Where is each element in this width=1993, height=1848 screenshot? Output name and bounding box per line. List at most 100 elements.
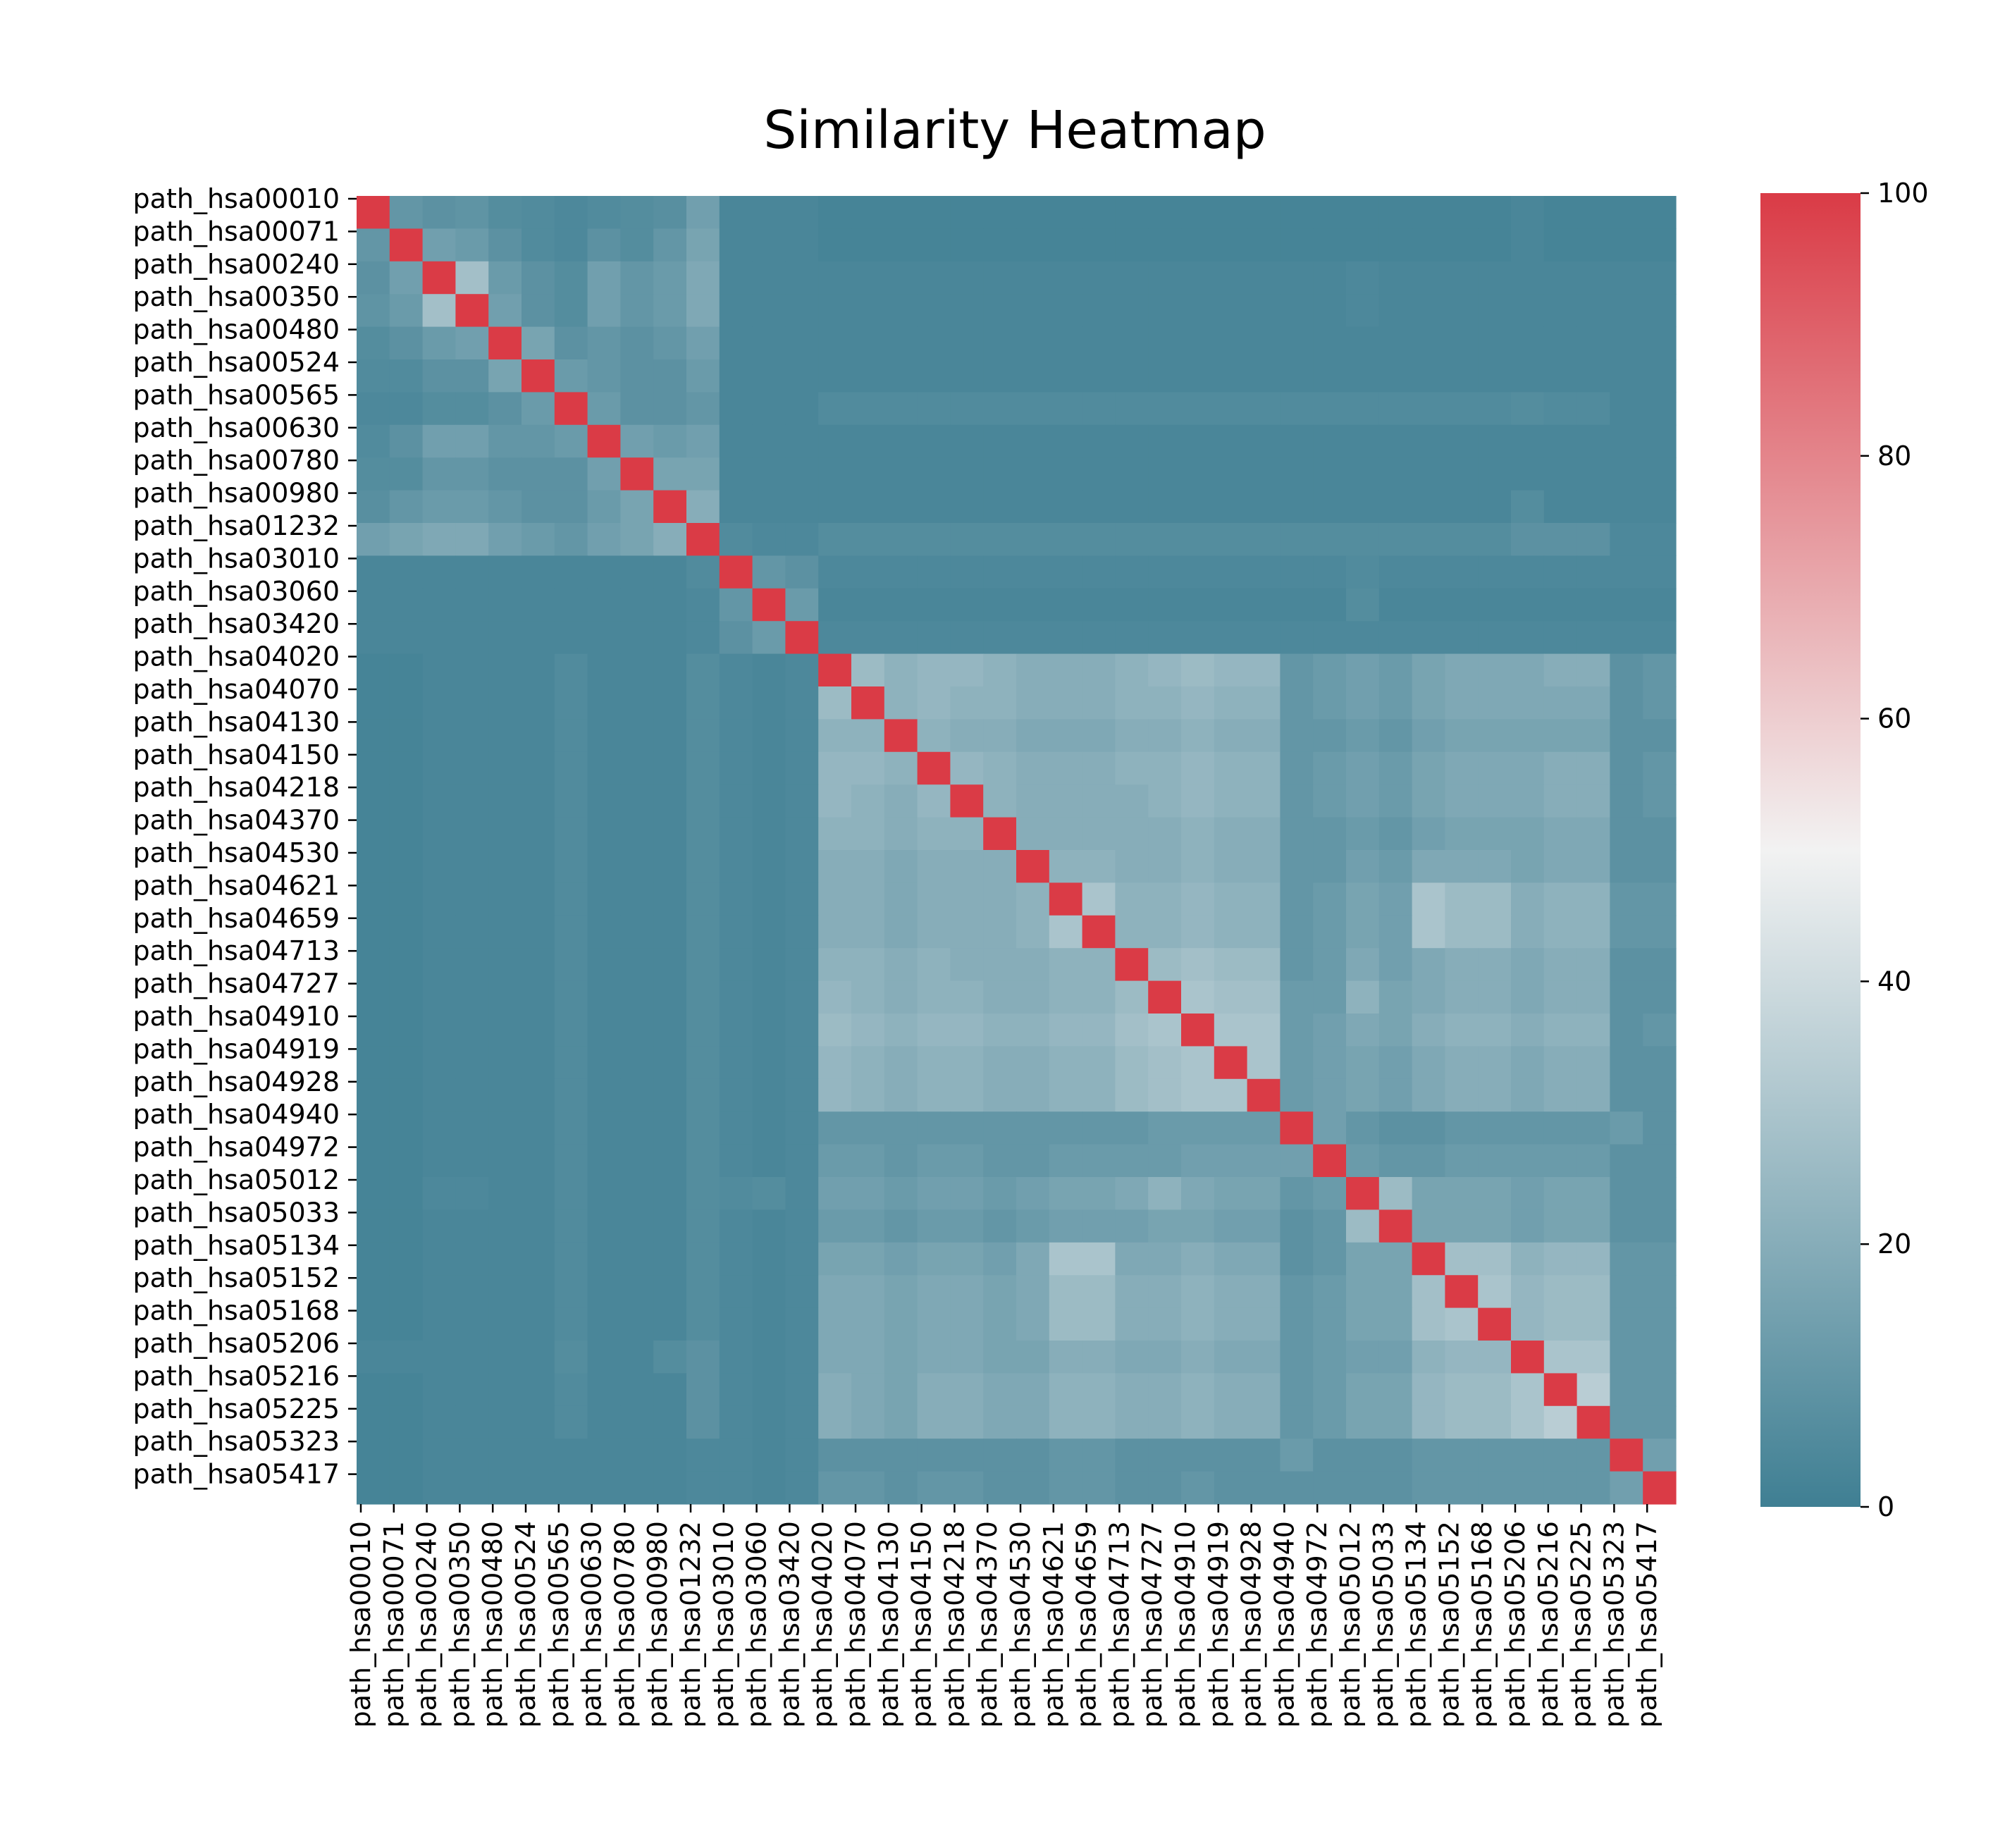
heatmap-cell — [653, 196, 687, 229]
heatmap-cell — [1148, 948, 1182, 982]
y-tick-label: path_hsa05417 — [133, 1459, 340, 1490]
heatmap-cell — [1247, 1078, 1281, 1112]
heatmap-cell — [389, 686, 424, 720]
y-tick-label: path_hsa05216 — [133, 1360, 340, 1391]
heatmap-cell — [389, 588, 424, 622]
heatmap-cell — [1016, 196, 1050, 229]
heatmap-cell — [1049, 424, 1083, 458]
heatmap-cell — [1247, 523, 1281, 556]
heatmap-cell — [620, 523, 654, 556]
heatmap-cell — [1016, 359, 1050, 393]
heatmap-cell — [1082, 1471, 1116, 1505]
heatmap-cell — [1148, 850, 1182, 883]
heatmap-cell — [422, 948, 456, 982]
heatmap-cell — [884, 392, 918, 426]
heatmap-cell — [1313, 490, 1347, 524]
heatmap-cell — [1049, 1078, 1083, 1112]
colorbar-tick-label: 0 — [1877, 1491, 1894, 1522]
heatmap-cell — [917, 457, 951, 491]
heatmap-cell — [422, 1471, 456, 1505]
heatmap-cell — [1247, 392, 1281, 426]
heatmap-cell — [389, 1144, 424, 1178]
heatmap-cell — [389, 523, 424, 556]
heatmap-cell — [884, 359, 918, 393]
heatmap-cell — [1280, 457, 1314, 491]
heatmap-cell — [1346, 490, 1380, 524]
heatmap-cell — [851, 1078, 885, 1112]
heatmap-cell — [686, 588, 720, 622]
heatmap-cell — [983, 1144, 1017, 1178]
heatmap-cell — [422, 555, 456, 589]
heatmap-cell — [587, 294, 621, 328]
heatmap-cell — [1378, 1307, 1413, 1341]
heatmap-cell — [1378, 228, 1413, 262]
heatmap-cell — [1346, 1046, 1380, 1080]
heatmap-cell — [1610, 850, 1643, 883]
heatmap-cell — [1148, 1242, 1182, 1276]
heatmap-cell — [1445, 1307, 1479, 1341]
heatmap-cell — [1346, 719, 1380, 753]
heatmap-cell — [554, 1275, 588, 1309]
heatmap-cell — [1576, 1439, 1610, 1472]
heatmap-cell — [488, 228, 522, 262]
heatmap-cell — [917, 882, 951, 916]
heatmap-cell — [653, 817, 687, 851]
heatmap-cell — [1412, 980, 1445, 1014]
heatmap-cell — [917, 1177, 951, 1210]
heatmap-cell — [1576, 850, 1610, 883]
heatmap-cell — [422, 1078, 456, 1112]
heatmap-cell — [1148, 686, 1182, 720]
heatmap-cell — [389, 294, 424, 328]
heatmap-cell — [1082, 1341, 1116, 1374]
heatmap-cell — [1543, 490, 1578, 524]
heatmap-cell — [719, 196, 753, 229]
heatmap-cell — [1511, 490, 1545, 524]
heatmap-cell — [818, 1144, 852, 1178]
heatmap-cell — [389, 228, 424, 262]
heatmap-cell — [1346, 1275, 1380, 1309]
heatmap-cell — [1378, 882, 1413, 916]
heatmap-cell — [983, 424, 1017, 458]
heatmap-cell — [455, 817, 489, 851]
y-tick-label: path_hsa00630 — [133, 412, 340, 443]
heatmap-cell — [719, 1307, 753, 1341]
heatmap-cell — [1576, 980, 1610, 1014]
heatmap-cell — [1346, 588, 1380, 622]
heatmap-cell — [950, 882, 984, 916]
heatmap-cell — [1576, 424, 1610, 458]
heatmap-cell — [719, 948, 753, 982]
heatmap-cell — [818, 948, 852, 982]
heatmap-cell — [1016, 621, 1050, 655]
heatmap-cell — [950, 588, 984, 622]
heatmap-cell — [983, 719, 1017, 753]
heatmap-cell — [1280, 1014, 1314, 1047]
heatmap-cell — [488, 1046, 522, 1080]
heatmap-cell — [884, 784, 918, 818]
heatmap-cell — [1148, 817, 1182, 851]
heatmap-cell — [620, 294, 654, 328]
heatmap-cell — [950, 490, 984, 524]
heatmap-cell — [1313, 621, 1347, 655]
heatmap-cell — [1214, 196, 1248, 229]
heatmap-cell — [522, 980, 555, 1014]
heatmap-cell — [1511, 359, 1545, 393]
heatmap-cell — [1643, 719, 1677, 753]
heatmap-cell — [950, 1341, 984, 1374]
heatmap-cell — [1016, 686, 1050, 720]
heatmap-cell — [1016, 555, 1050, 589]
heatmap-cell — [950, 424, 984, 458]
heatmap-cell — [1610, 196, 1643, 229]
heatmap-cell — [686, 424, 720, 458]
heatmap-cell — [522, 1471, 555, 1505]
heatmap-cell — [1148, 653, 1182, 687]
heatmap-cell — [587, 1078, 621, 1112]
heatmap-cell — [1643, 817, 1677, 851]
heatmap-cell — [1412, 588, 1445, 622]
heatmap-cell — [389, 1046, 424, 1080]
heatmap-cell — [1610, 817, 1643, 851]
heatmap-cell — [1643, 1373, 1677, 1407]
heatmap-cell — [1543, 751, 1578, 785]
heatmap-cell — [587, 1014, 621, 1047]
heatmap-cell — [1313, 1275, 1347, 1309]
heatmap-cell — [950, 1111, 984, 1145]
